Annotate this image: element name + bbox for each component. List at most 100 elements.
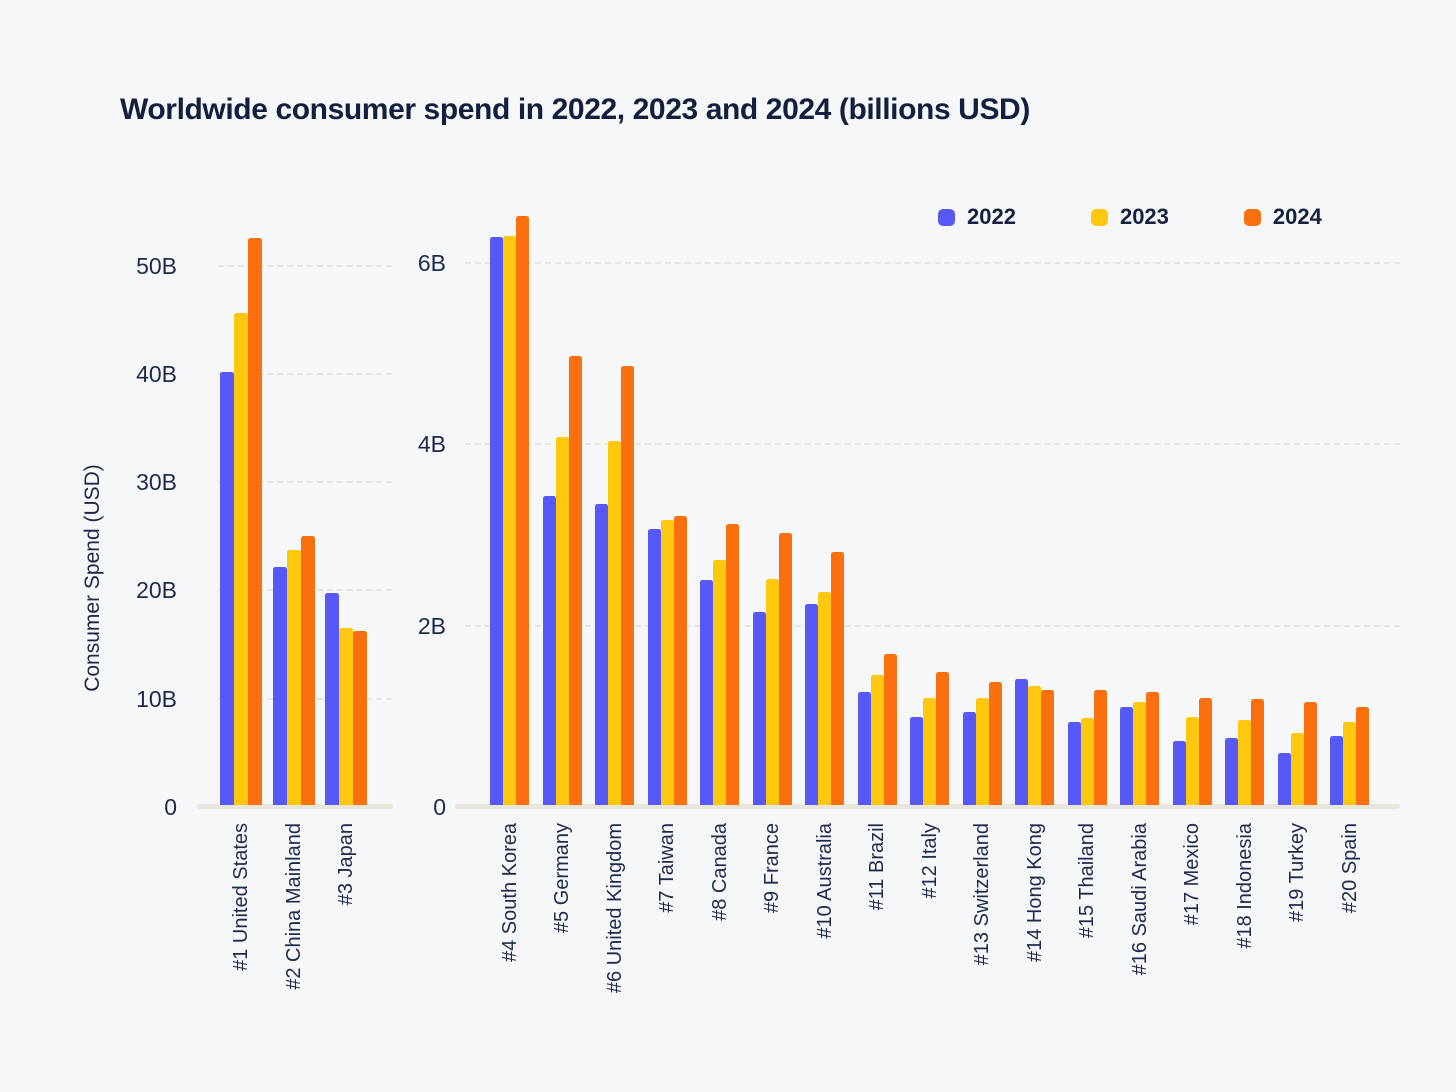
bar-2023-#3 Japan (339, 628, 353, 805)
bar-2024-#20 Spain (1356, 707, 1369, 805)
bar-2023-#10 Australia (818, 592, 831, 805)
x-category-label: #12 Italy (918, 823, 941, 899)
legend-item-2022[interactable]: 2022 (938, 204, 1016, 230)
bar-2022-#6 United Kingdom (595, 504, 608, 805)
y-tick-label: 50B (136, 252, 177, 279)
bar-2023-#15 Thailand (1080, 718, 1094, 805)
bar-2022-#3 Japan (325, 593, 339, 805)
chart-title: Worldwide consumer spend in 2022, 2023 a… (120, 93, 1030, 126)
legend-label: 2024 (1272, 204, 1322, 229)
bar-2022-#7 Taiwan (647, 529, 661, 805)
bar-2022-#20 Spain (1330, 736, 1343, 805)
axis-baseline (455, 804, 1400, 809)
bar-2024-#19 Turkey (1303, 702, 1317, 805)
y-tick-label: 6B (417, 249, 446, 276)
x-category-label: #3 Japan (335, 823, 357, 906)
y-tick-label: 10B (136, 685, 177, 712)
bar-2022-#19 Turkey (1277, 753, 1291, 805)
y-tick-label: 2B (417, 612, 446, 639)
bar-2022-#2 China Mainland (272, 567, 287, 805)
y-tick-label: 0 (164, 794, 177, 820)
bar-2024-#14 Hong Kong (1041, 690, 1054, 805)
bar-2022-#8 Canada (700, 580, 713, 805)
bar-2023-#17 Mexico (1185, 717, 1199, 805)
bar-2022-#5 Germany (542, 496, 556, 805)
bar-2023-#12 Italy (923, 698, 936, 805)
legend-item-2023[interactable]: 2023 (1090, 204, 1169, 230)
bar-2024-#17 Mexico (1198, 698, 1212, 805)
bar-2022-#13 Switzerland (962, 712, 976, 805)
bar-2024-#1 United States (248, 238, 262, 805)
x-category-label: #8 Canada (708, 823, 731, 921)
bar-2024-#12 Italy (936, 672, 949, 805)
x-category-label: #14 Hong Kong (1023, 823, 1046, 963)
bar-2023-#1 United States (234, 313, 248, 805)
bar-2024-#2 China Mainland (300, 536, 315, 805)
bar-2023-#11 Brazil (870, 675, 884, 805)
bar-2023-#19 Turkey (1290, 733, 1304, 805)
bar-2024-#7 Taiwan (673, 516, 687, 805)
gridline (465, 443, 1400, 445)
bar-2024-#11 Brazil (883, 654, 897, 805)
bar-2023-#8 Canada (713, 560, 726, 805)
bar-2022-#15 Thailand (1067, 722, 1081, 805)
bar-2024-#4 South Korea (516, 216, 529, 805)
x-category-label: #18 Indonesia (1233, 823, 1256, 949)
bar-2024-#10 Australia (831, 552, 844, 805)
bar-2022-#16 Saudi Arabia (1120, 707, 1133, 805)
bar-2024-#13 Switzerland (988, 682, 1002, 805)
bar-2022-#10 Australia (805, 604, 818, 805)
legend-item-2024[interactable]: 2024 (1243, 204, 1322, 230)
x-category-label: #11 Brazil (866, 823, 888, 911)
legend-label: 2023 (1119, 204, 1169, 229)
x-category-label: #1 United States (230, 823, 252, 971)
bar-2023-#4 South Korea (503, 236, 516, 805)
x-category-label: #10 Australia (813, 823, 836, 939)
bar-2022-#14 Hong Kong (1015, 679, 1028, 805)
bar-2024-#9 France (778, 533, 792, 805)
legend-label: 2022 (967, 204, 1016, 229)
y-tick-label: 4B (417, 431, 446, 457)
x-category-label: #20 Spain (1338, 823, 1361, 914)
bar-2024-#8 Canada (726, 524, 739, 805)
y-tick-label: 40B (136, 360, 177, 387)
bar-2023-#5 Germany (555, 437, 569, 805)
bar-2023-#2 China Mainland (286, 550, 301, 805)
bar-2022-#18 Indonesia (1225, 738, 1238, 805)
legend-swatch-icon (1243, 208, 1261, 226)
axis-baseline (197, 804, 393, 809)
bar-2022-#17 Mexico (1172, 741, 1186, 805)
bar-2024-#16 Saudi Arabia (1146, 692, 1159, 805)
bar-2023-#9 France (765, 579, 779, 805)
bar-2022-#12 Italy (910, 717, 923, 805)
y-axis-title: Consumer Spend (USD) (81, 464, 104, 692)
x-category-label: #15 Thailand (1076, 823, 1098, 939)
gridline (465, 261, 1400, 264)
bar-2024-#6 United Kingdom (621, 366, 634, 805)
bar-2022-#4 South Korea (490, 237, 503, 805)
y-tick-label: 0 (433, 794, 446, 820)
y-tick-label: 20B (136, 577, 177, 604)
y-tick-label: 30B (136, 469, 177, 496)
gridline (218, 481, 392, 484)
bar-2024-#5 Germany (568, 356, 582, 805)
bar-2023-#7 Taiwan (660, 520, 674, 805)
x-category-label: #17 Mexico (1181, 823, 1203, 926)
x-category-label: #6 United Kingdom (603, 823, 626, 994)
x-category-label: #13 Switzerland (971, 823, 993, 966)
bar-2022-#9 France (752, 612, 766, 805)
bar-2023-#13 Switzerland (975, 698, 989, 805)
x-category-label: #16 Saudi Arabia (1128, 823, 1151, 976)
bar-2023-#20 Spain (1343, 722, 1356, 805)
gridline (218, 372, 392, 375)
legend: 2022 2023 2024 (938, 204, 1322, 230)
legend-swatch-icon (1090, 208, 1108, 226)
x-category-label: #19 Turkey (1286, 823, 1308, 922)
bar-2023-#6 United Kingdom (608, 441, 621, 805)
x-category-label: #9 France (761, 823, 783, 914)
bar-2022-#1 United States (220, 372, 234, 805)
bar-2022-#11 Brazil (857, 692, 871, 805)
gridline (218, 264, 392, 267)
x-category-label: #2 China Mainland (282, 823, 305, 990)
